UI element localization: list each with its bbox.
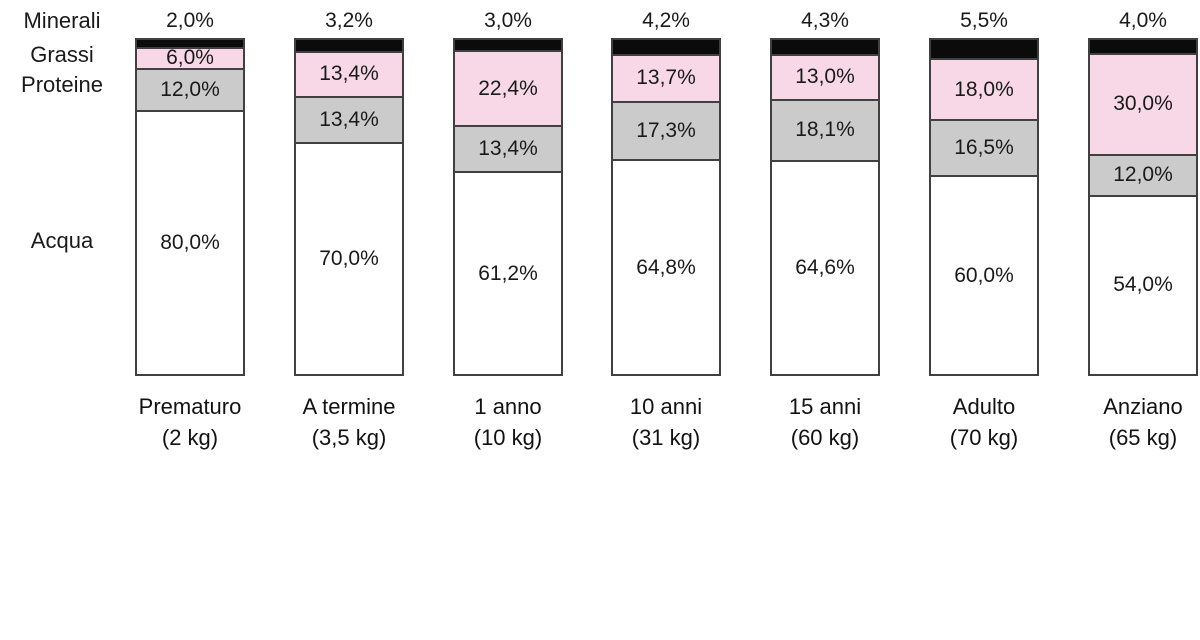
stacked-bar: 30,0% 12,0% 54,0% bbox=[1088, 38, 1198, 376]
category-weight-label: (60 kg) bbox=[790, 425, 860, 450]
segment-grassi: 22,4% bbox=[455, 49, 561, 126]
category-label: Prematuro bbox=[138, 394, 242, 419]
bar-column-2: 3,2% 13,4% 13,4% 70,0% A termine (3,5 kg) bbox=[294, 4, 404, 453]
segment-value-label: 13,7% bbox=[636, 66, 696, 90]
stacked-bar: 13,4% 13,4% 70,0% bbox=[294, 38, 404, 376]
category-weight-label: (3,5 kg) bbox=[311, 425, 387, 450]
segment-grassi: 6,0% bbox=[137, 46, 243, 70]
minerali-value-label: 4,0% bbox=[1119, 9, 1167, 32]
category-weight-label: (2 kg) bbox=[161, 425, 219, 450]
bar-column-1: 2,0% 6,0% 12,0% 80,0% Prematuro (2 kg) bbox=[135, 4, 245, 453]
segment-proteine: 13,4% bbox=[455, 125, 561, 172]
segment-acqua: 60,0% bbox=[931, 175, 1037, 375]
segment-proteine: 12,0% bbox=[1090, 153, 1196, 195]
segment-proteine: 17,3% bbox=[613, 100, 719, 160]
stacked-bar: 6,0% 12,0% 80,0% bbox=[135, 38, 245, 376]
segment-minerali bbox=[137, 40, 243, 47]
category-label: 10 anni bbox=[629, 394, 703, 419]
category-weight-label: (70 kg) bbox=[949, 425, 1019, 450]
bar-column-3: 3,0% 22,4% 13,4% 61,2% 1 anno (10 kg) bbox=[453, 4, 563, 453]
segment-minerali bbox=[931, 40, 1037, 59]
segment-value-label: 12,0% bbox=[160, 77, 220, 101]
segment-minerali bbox=[613, 40, 719, 54]
segment-value-label: 60,0% bbox=[954, 263, 1014, 287]
minerali-value-label: 5,5% bbox=[960, 9, 1008, 32]
minerali-value-label: 4,3% bbox=[801, 9, 849, 32]
segment-value-label: 30,0% bbox=[1113, 92, 1173, 116]
minerali-value-label: 3,2% bbox=[325, 9, 373, 32]
segment-grassi: 18,0% bbox=[931, 58, 1037, 120]
segment-value-label: 12,0% bbox=[1113, 163, 1173, 187]
segment-value-label: 16,5% bbox=[954, 136, 1014, 160]
bar-column-7: 4,0% 30,0% 12,0% 54,0% Anziano (65 kg) bbox=[1088, 4, 1198, 453]
bar-column-4: 4,2% 13,7% 17,3% 64,8% 10 anni (31 kg) bbox=[611, 4, 721, 453]
row-label-proteine: Proteine bbox=[21, 72, 103, 97]
segment-value-label: 18,0% bbox=[954, 77, 1014, 101]
segment-proteine: 13,4% bbox=[296, 96, 402, 143]
segment-proteine: 12,0% bbox=[137, 68, 243, 110]
segment-value-label: 13,4% bbox=[319, 108, 379, 132]
segment-value-label: 17,3% bbox=[636, 119, 696, 143]
segment-minerali bbox=[296, 40, 402, 51]
category-weight-label: (10 kg) bbox=[473, 425, 543, 450]
category-weight-label: (65 kg) bbox=[1108, 425, 1178, 450]
segment-value-label: 13,0% bbox=[795, 65, 855, 89]
segment-minerali bbox=[772, 40, 878, 55]
segment-value-label: 22,4% bbox=[478, 76, 538, 100]
row-label-grassi: Grassi bbox=[30, 42, 94, 67]
row-label-acqua: Acqua bbox=[30, 228, 94, 253]
category-label: 15 anni bbox=[788, 394, 862, 419]
stacked-bar: 18,0% 16,5% 60,0% bbox=[929, 38, 1039, 376]
segment-value-label: 13,4% bbox=[478, 137, 538, 161]
segment-grassi: 13,0% bbox=[772, 54, 878, 99]
segment-minerali bbox=[1090, 40, 1196, 54]
segment-value-label: 64,6% bbox=[795, 256, 855, 280]
segment-value-label: 6,0% bbox=[166, 46, 214, 70]
segment-proteine: 18,1% bbox=[772, 98, 878, 161]
category-weight-label: (31 kg) bbox=[631, 425, 701, 450]
segment-proteine: 16,5% bbox=[931, 119, 1037, 176]
segment-value-label: 64,8% bbox=[636, 255, 696, 279]
segment-acqua: 64,6% bbox=[772, 160, 878, 375]
stacked-bar: 13,0% 18,1% 64,6% bbox=[770, 38, 880, 376]
bar-column-5: 4,3% 13,0% 18,1% 64,6% 15 anni (60 kg) bbox=[770, 4, 880, 453]
segment-value-label: 18,1% bbox=[795, 118, 855, 142]
segment-value-label: 61,2% bbox=[478, 261, 538, 285]
category-label: A termine bbox=[302, 394, 396, 419]
segment-value-label: 70,0% bbox=[319, 247, 379, 271]
minerali-value-label: 2,0% bbox=[166, 9, 214, 32]
segment-grassi: 13,4% bbox=[296, 50, 402, 97]
stacked-bar: 22,4% 13,4% 61,2% bbox=[453, 38, 563, 376]
segment-value-label: 13,4% bbox=[319, 62, 379, 86]
category-label: Anziano bbox=[1103, 394, 1183, 419]
segment-acqua: 54,0% bbox=[1090, 194, 1196, 375]
segment-acqua: 64,8% bbox=[613, 159, 719, 375]
category-label: 1 anno bbox=[474, 394, 542, 419]
segment-grassi: 30,0% bbox=[1090, 53, 1196, 154]
minerali-value-label: 4,2% bbox=[642, 9, 690, 32]
segment-value-label: 54,0% bbox=[1113, 273, 1173, 297]
segment-grassi: 13,7% bbox=[613, 53, 719, 101]
segment-acqua: 61,2% bbox=[455, 171, 561, 374]
segment-acqua: 70,0% bbox=[296, 142, 402, 374]
stacked-bar: 13,7% 17,3% 64,8% bbox=[611, 38, 721, 376]
segment-value-label: 80,0% bbox=[160, 230, 220, 254]
category-label: Adulto bbox=[952, 394, 1016, 419]
bar-column-6: 5,5% 18,0% 16,5% 60,0% Adulto (70 kg) bbox=[929, 4, 1039, 453]
segment-acqua: 80,0% bbox=[137, 109, 243, 375]
segment-minerali bbox=[455, 40, 561, 50]
minerali-value-label: 3,0% bbox=[484, 9, 532, 32]
row-label-minerali: Minerali bbox=[23, 8, 101, 33]
